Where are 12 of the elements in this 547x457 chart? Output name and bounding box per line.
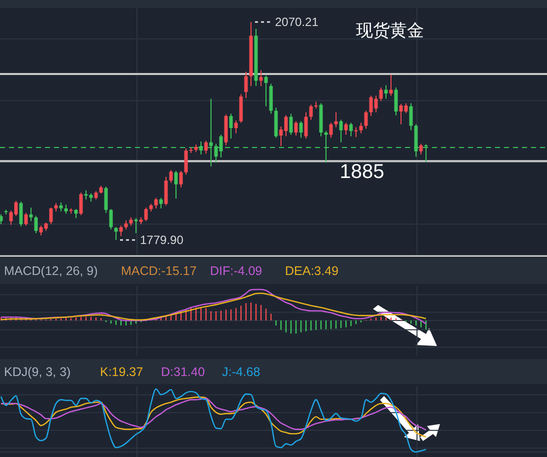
chart-title: KDJ(9, 3, 3) bbox=[4, 365, 71, 379]
text: MACD:-15.17 bbox=[121, 264, 197, 278]
annotation: 1779.90 bbox=[140, 233, 184, 248]
chart-title: MACD(12, 26, 9) bbox=[4, 264, 98, 278]
series-label: J:-4.68 bbox=[222, 365, 260, 379]
series-label: K:19.37 bbox=[100, 365, 144, 379]
ref-line-label: 1885 bbox=[340, 161, 384, 184]
series-label: DIF:-4.09 bbox=[210, 264, 262, 278]
series-label: DEA:3.49 bbox=[285, 264, 339, 278]
series-label: D:31.40 bbox=[161, 365, 205, 379]
chart-title: 现货黄金 bbox=[356, 21, 424, 40]
annotation: 2070.21 bbox=[275, 15, 319, 30]
